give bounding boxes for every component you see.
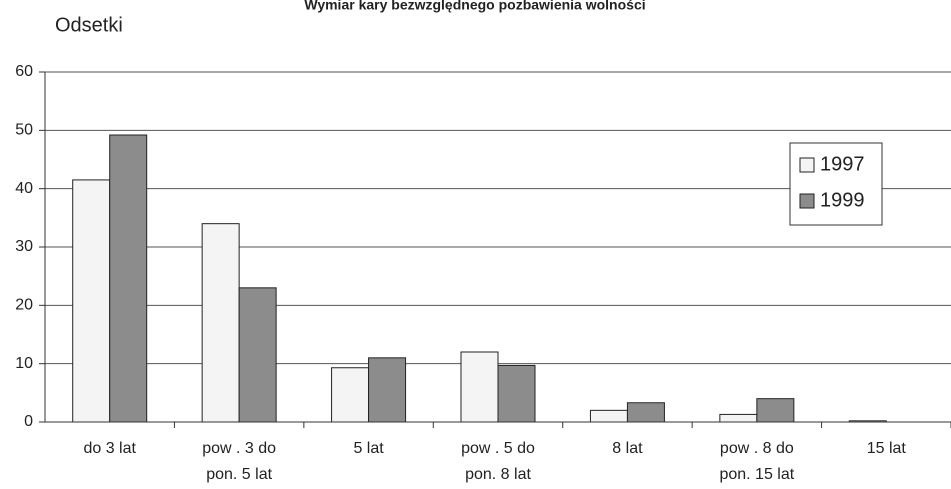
legend-box xyxy=(789,142,883,226)
x-tick-label: pow . 8 do pon. 15 lat xyxy=(719,440,795,483)
x-tick-label: pow . 3 do pon. 5 lat xyxy=(202,440,277,483)
y-tick-label: 60 xyxy=(15,63,33,80)
x-tick-label: do 3 lat xyxy=(83,440,136,457)
bar xyxy=(238,287,277,423)
bar xyxy=(201,223,240,423)
y-tick-label: 50 xyxy=(15,122,33,139)
x-tick-label: 15 lat xyxy=(866,440,906,457)
y-axis-label: Odsetki xyxy=(55,14,123,36)
y-tick-label: 20 xyxy=(15,297,33,314)
bar xyxy=(368,357,407,423)
y-tick-label: 40 xyxy=(15,180,33,197)
legend-swatch xyxy=(799,157,815,173)
bar xyxy=(460,351,499,423)
x-tick-label: pow . 5 do pon. 8 lat xyxy=(461,440,535,483)
y-tick-label: 30 xyxy=(15,238,33,255)
x-tick-label: 5 lat xyxy=(353,440,384,457)
bar xyxy=(719,413,758,423)
bar xyxy=(331,367,370,423)
bar xyxy=(497,364,536,423)
x-tick-label: 8 lat xyxy=(612,440,643,457)
legend-label: 1999 xyxy=(820,189,865,211)
chart-title: Wymiar kary bezwzględnego pozbawienia wo… xyxy=(304,0,645,13)
y-tick-label: 10 xyxy=(15,355,33,372)
legend-swatch xyxy=(799,193,815,209)
bar xyxy=(756,398,795,423)
legend-label: 1997 xyxy=(820,153,865,175)
y-tick-label: 0 xyxy=(24,413,33,430)
bar xyxy=(589,409,628,423)
bar xyxy=(72,179,111,423)
bar xyxy=(626,402,665,423)
bar xyxy=(109,134,148,423)
